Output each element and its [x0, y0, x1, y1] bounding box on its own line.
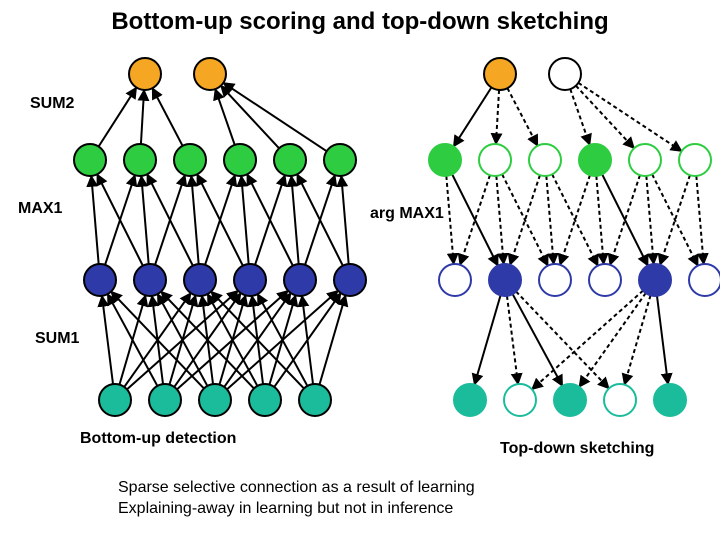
footer-line2: Explaining-away in learning but not in i…	[118, 500, 453, 517]
footer-line1: Sparse selective connection as a result …	[118, 479, 475, 496]
footer-text: Sparse selective connection as a result …	[118, 478, 475, 520]
label-sum2: SUM2	[30, 95, 74, 113]
label-max1: MAX1	[18, 200, 62, 218]
label-argmax1: arg MAX1	[370, 205, 444, 223]
network-diagram	[0, 0, 720, 540]
label-bottomup: Bottom-up detection	[80, 430, 236, 448]
label-topdown: Top-down sketching	[500, 440, 654, 458]
label-sum1: SUM1	[35, 330, 79, 348]
